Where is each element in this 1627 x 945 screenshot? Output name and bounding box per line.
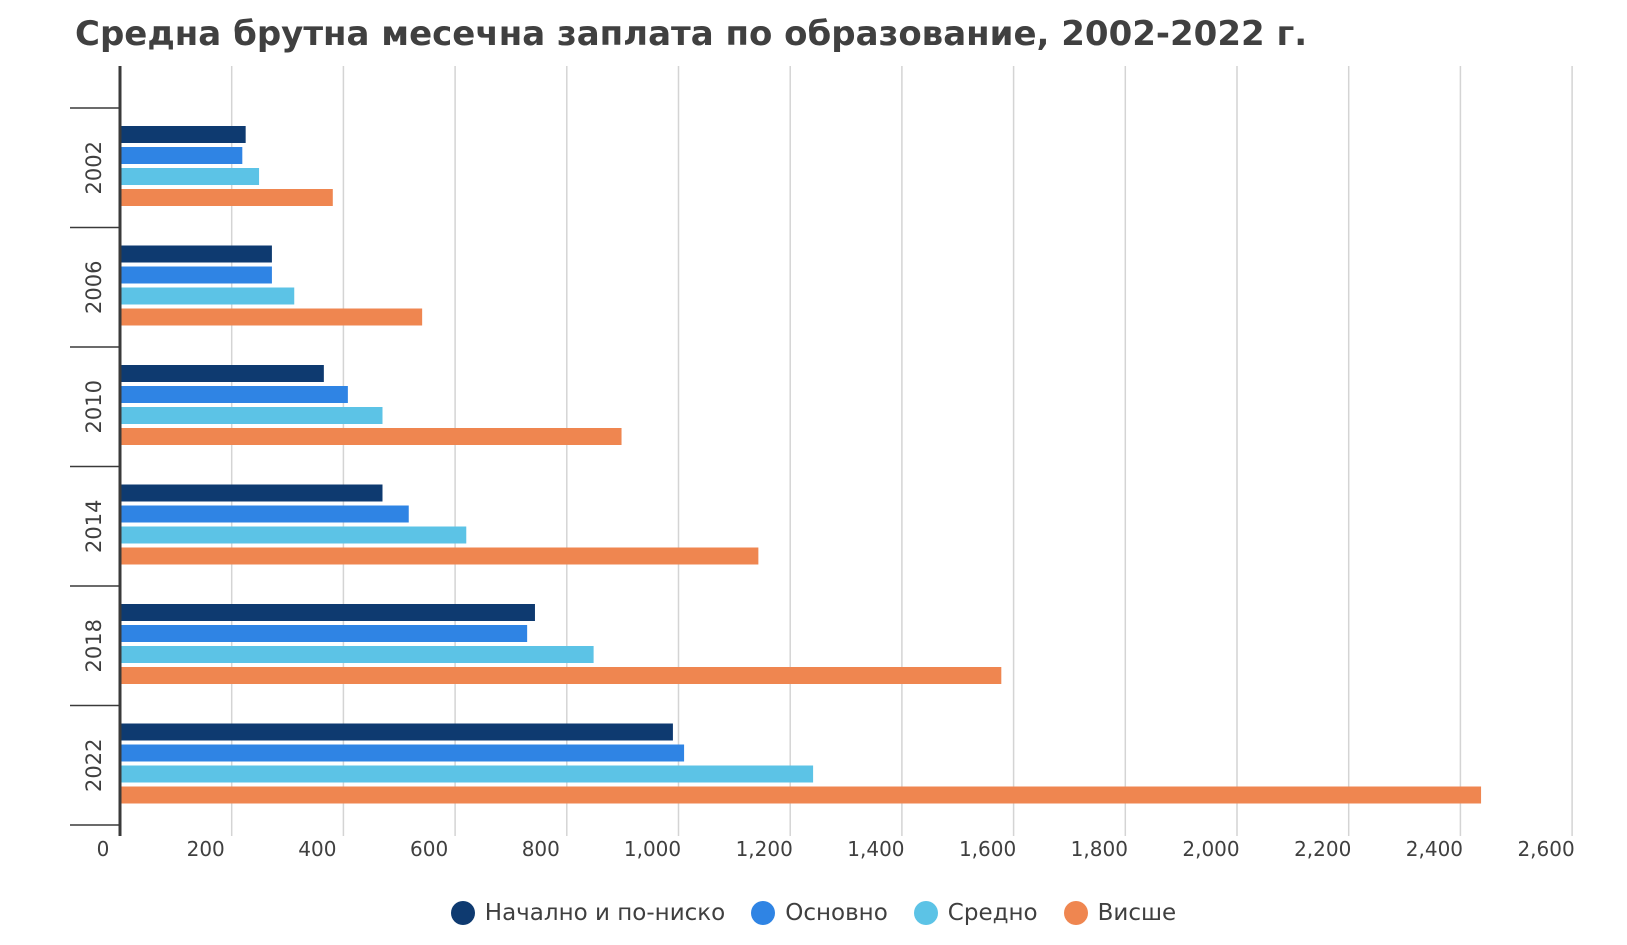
x-tick-label: 1,800 xyxy=(1071,837,1128,861)
category-label: 2002 xyxy=(82,141,106,194)
legend-item[interactable]: Висше xyxy=(1063,900,1177,926)
legend-marker-icon xyxy=(751,901,776,925)
bar-Начално и по-ниско-2014 xyxy=(120,484,383,502)
legend-marker-icon xyxy=(913,901,938,925)
axes xyxy=(70,66,122,836)
legend-marker-icon xyxy=(1063,901,1088,925)
bar-Начално и по-ниско-2002 xyxy=(120,126,246,143)
x-tick-label: 1,200 xyxy=(736,837,793,861)
grid-lines xyxy=(230,66,1573,836)
bar-Основно-2018 xyxy=(120,625,528,642)
bar-Висше-2014 xyxy=(120,547,759,565)
x-tick-label: 2,600 xyxy=(1517,837,1574,861)
legend-marker-icon xyxy=(450,901,475,925)
bar-Средно-2014 xyxy=(120,526,467,544)
bars xyxy=(120,126,1482,804)
bar-Средно-2006 xyxy=(120,287,295,305)
x-tick-label: 600 xyxy=(410,837,448,861)
legend-item[interactable]: Начално и по-ниско xyxy=(450,900,726,926)
category-label: 2014 xyxy=(82,500,106,553)
legend-label: Висше xyxy=(1097,900,1177,926)
x-tick-label: 400 xyxy=(298,837,336,861)
chart-title: Средна брутна месечна заплата по образов… xyxy=(75,14,1308,54)
bar-Средно-2010 xyxy=(120,407,383,424)
x-tick-label: 1,400 xyxy=(847,837,904,861)
category-label: 2006 xyxy=(82,261,106,314)
x-tick-label: 1,600 xyxy=(959,837,1016,861)
bar-Начално и по-ниско-2006 xyxy=(120,245,272,263)
bar-Висше-2006 xyxy=(120,308,423,326)
bar-Основно-2002 xyxy=(120,147,243,164)
bar-Средно-2002 xyxy=(120,168,260,185)
bar-Висше-2010 xyxy=(120,428,622,445)
bar-Основно-2022 xyxy=(120,744,685,762)
x-tick-label: 200 xyxy=(187,837,225,861)
bar-Средно-2022 xyxy=(120,765,814,783)
bar-Висше-2002 xyxy=(120,189,333,206)
bar-Висше-2018 xyxy=(120,667,1002,684)
legend: Начално и по-ниско Основно Средно Висше xyxy=(0,900,1627,926)
legend-item[interactable]: Средно xyxy=(913,900,1038,926)
axis-labels: 0 200 400 600 800 1,000 1,200 1,400 1,600 1,800 2,… xyxy=(82,141,1575,861)
x-tick-label: 2,400 xyxy=(1406,837,1463,861)
bar-Начално и по-ниско-2010 xyxy=(120,365,324,382)
x-tick-label: 2,200 xyxy=(1294,837,1351,861)
legend-label: Средно xyxy=(947,900,1038,926)
category-label: 2010 xyxy=(82,380,106,433)
legend-label: Основно xyxy=(785,900,888,926)
bar-Средно-2018 xyxy=(120,646,594,663)
bar-Основно-2014 xyxy=(120,505,409,523)
legend-item[interactable]: Основно xyxy=(751,900,888,926)
x-tick-label: 1,000 xyxy=(624,837,681,861)
bar-Основно-2006 xyxy=(120,266,272,284)
x-tick-label: 2,000 xyxy=(1182,837,1239,861)
bar-Начално и по-ниско-2022 xyxy=(120,723,673,741)
legend-label: Начално и по-ниско xyxy=(484,900,726,926)
x-tick-label: 800 xyxy=(522,837,560,861)
x-tick-label: 0 xyxy=(97,837,110,861)
category-label: 2018 xyxy=(82,619,106,672)
category-label: 2022 xyxy=(82,739,106,792)
bar-Начално и по-ниско-2018 xyxy=(120,604,535,621)
bar-Висше-2022 xyxy=(120,786,1482,804)
bar-Основно-2010 xyxy=(120,386,348,403)
